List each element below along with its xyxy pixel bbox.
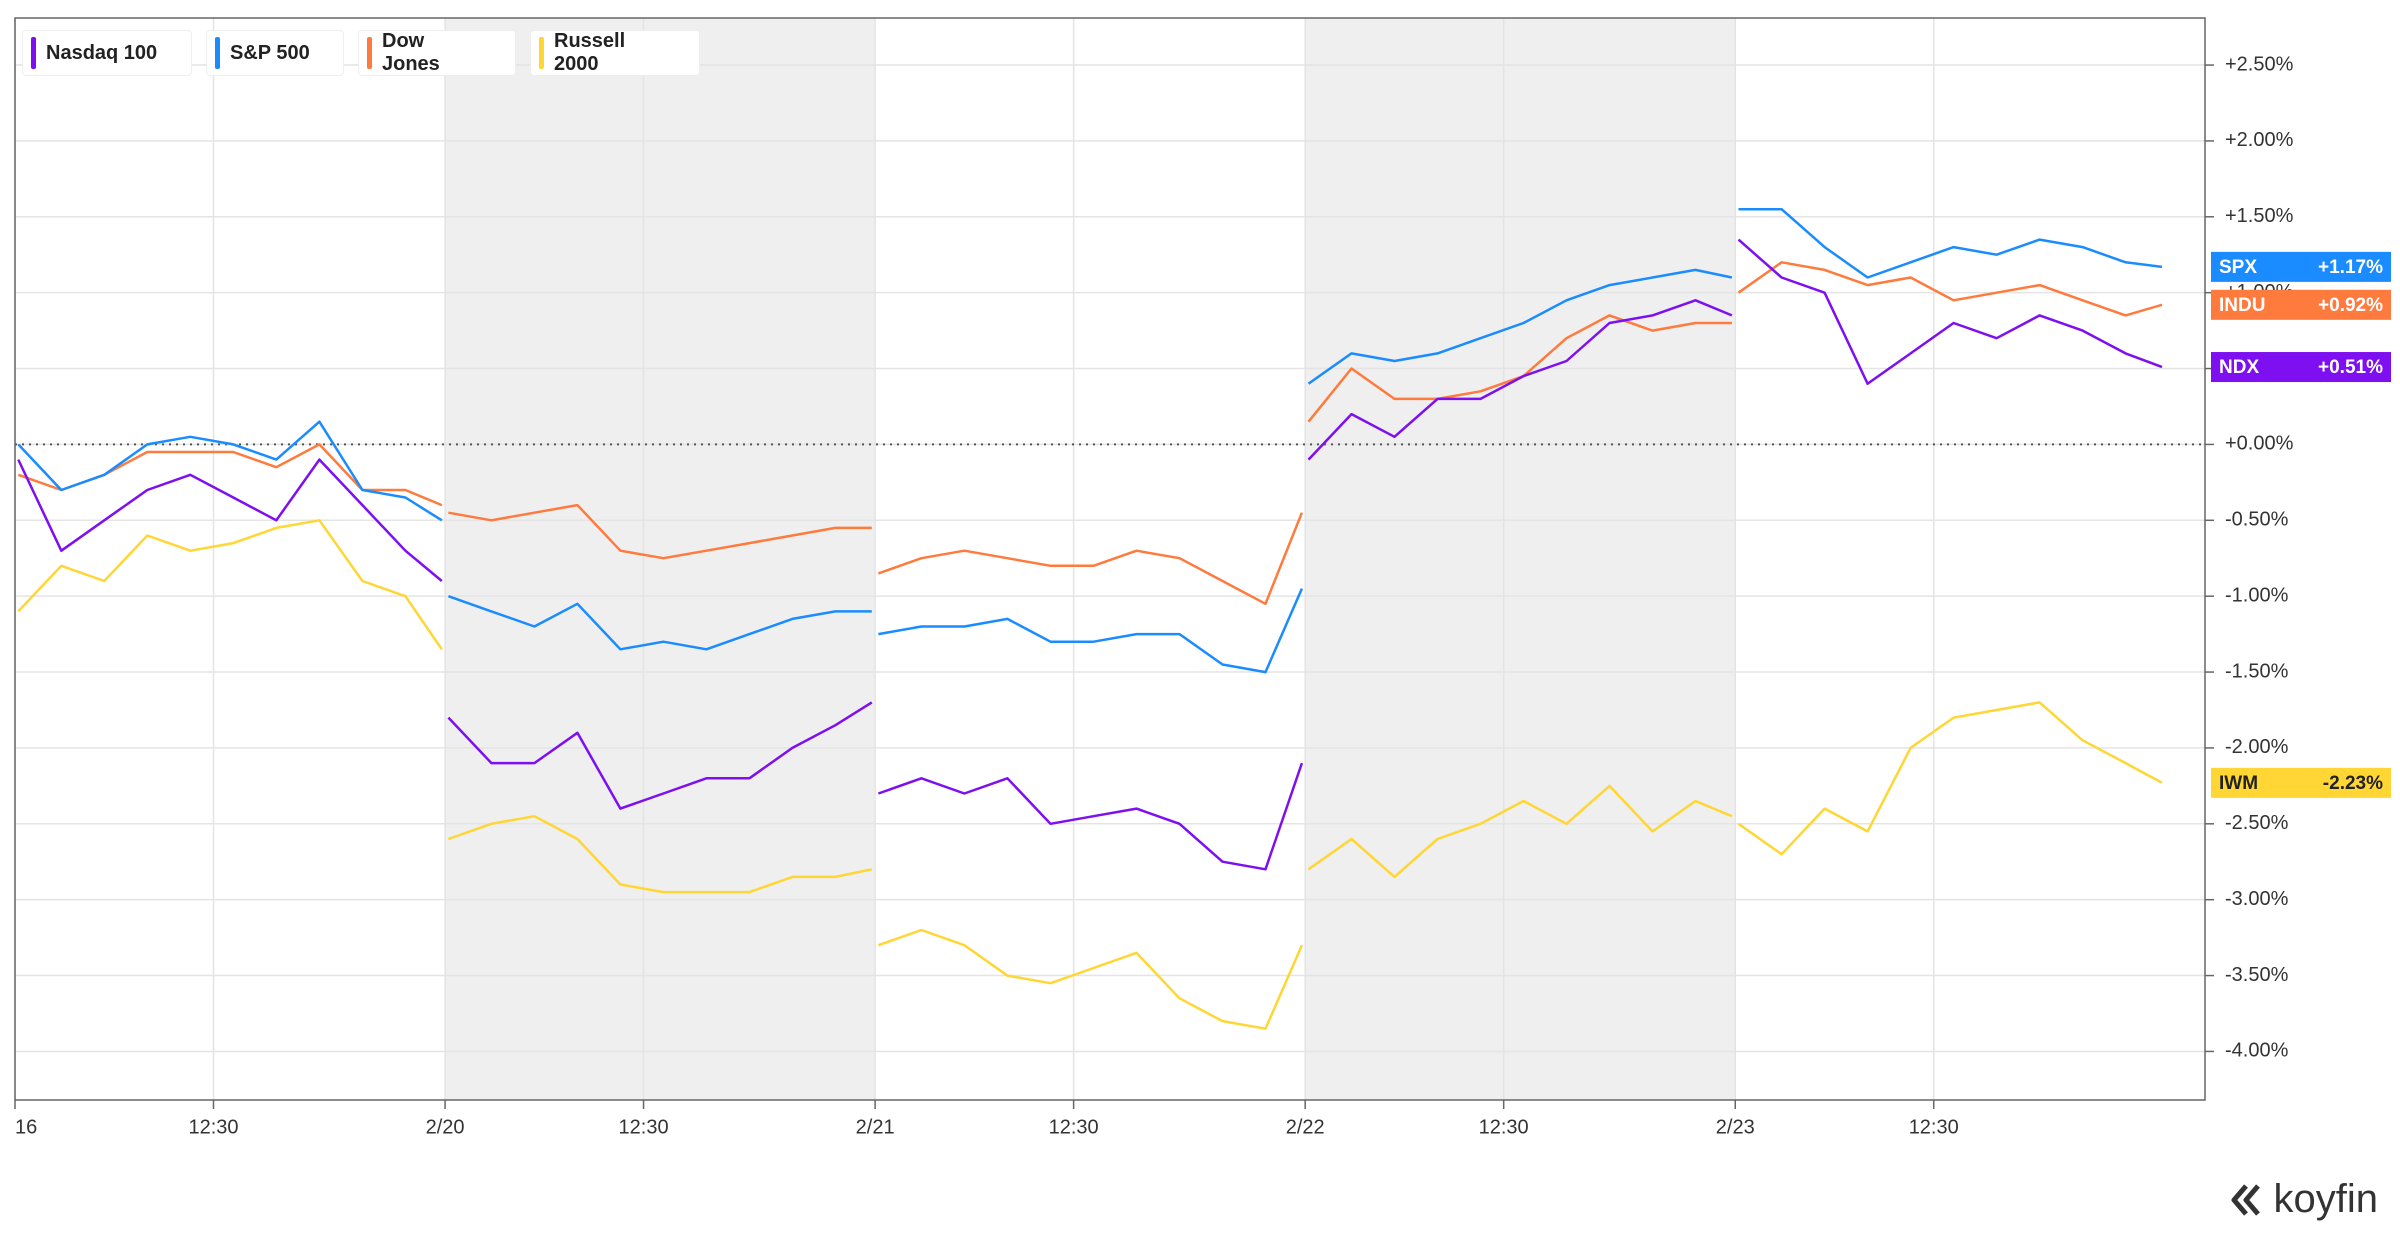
x-tick-label: 12:30 (619, 1116, 669, 1138)
end-tag-ticker: SPX (2219, 257, 2257, 278)
end-tag-ticker: IWM (2219, 773, 2258, 794)
legend-label: S&P 500 (230, 41, 310, 64)
end-tag-ticker: NDX (2219, 357, 2259, 378)
y-tick-label: -3.50% (2225, 964, 2289, 986)
end-tag: SPX +1.17% (2211, 251, 2391, 282)
legend-swatch (31, 37, 36, 69)
x-tick-label: 2/21 (856, 1116, 895, 1138)
x-tick-label: 2/20 (426, 1116, 465, 1138)
end-tag-value: +1.17% (2318, 257, 2383, 278)
legend-swatch (539, 37, 544, 69)
series-line (17, 261, 2163, 606)
series-line (17, 207, 2163, 674)
end-tag-box (2211, 352, 2391, 383)
y-tick-label: -2.00% (2225, 736, 2289, 758)
shaded-band (1305, 18, 1736, 1100)
legend-item[interactable]: Nasdaq 100 (22, 30, 192, 76)
y-tick-label: -1.00% (2225, 584, 2289, 606)
x-tick-label: 2/22 (1286, 1116, 1325, 1138)
logo: koyfin (2228, 1177, 2379, 1222)
end-tag-value: +0.51% (2318, 357, 2383, 378)
legend-label: Nasdaq 100 (46, 41, 158, 64)
logo-icon (2231, 1183, 2260, 1216)
logo-text: koyfin (2273, 1177, 2379, 1221)
end-tag-ticker: INDU (2219, 295, 2265, 316)
end-tag-box (2211, 767, 2391, 798)
x-tick-label: 12:30 (188, 1116, 238, 1138)
y-tick-label: +1.50% (2225, 205, 2294, 227)
legend-item[interactable]: S&P 500 (206, 30, 344, 76)
end-tag: IWM -2.23% (2211, 767, 2391, 798)
end-tag: INDU +0.92% (2211, 289, 2391, 320)
x-tick-label: 16 (15, 1116, 37, 1138)
end-tag-box (2211, 289, 2391, 320)
y-tick-label: -1.50% (2225, 660, 2289, 682)
series-line (17, 519, 2163, 1030)
end-tag-box (2211, 251, 2391, 282)
y-tick-label: -2.50% (2225, 812, 2289, 834)
y-tick-label: +2.50% (2225, 53, 2294, 75)
legend-swatch (215, 37, 220, 69)
x-tick-label: 12:30 (1049, 1116, 1099, 1138)
end-tag-value: -2.23% (2323, 773, 2383, 794)
end-tag: NDX +0.51% (2211, 352, 2391, 383)
legend-swatch (367, 37, 372, 69)
series-line (17, 238, 2163, 871)
legend-item[interactable]: Russell 2000 (530, 30, 700, 76)
y-tick-label: +0.00% (2225, 433, 2294, 455)
x-tick-label: 2/23 (1716, 1116, 1755, 1138)
legend-label: Dow Jones (382, 30, 440, 75)
plot-frame (14, 17, 2206, 1101)
y-tick-label: -4.00% (2225, 1040, 2289, 1062)
shaded-band (445, 18, 876, 1100)
y-tick-label: -3.00% (2225, 888, 2289, 910)
end-tag-value: +0.92% (2318, 295, 2383, 316)
y-tick-label: +2.00% (2225, 129, 2294, 151)
legend-item[interactable]: Dow Jones (358, 30, 516, 76)
legend: Nasdaq 100 S&P 500 Dow Jones Russell 2000 (22, 30, 700, 76)
x-tick-label: 12:30 (1479, 1116, 1529, 1138)
x-tick-label: 12:30 (1909, 1116, 1959, 1138)
y-tick-label: -0.50% (2225, 509, 2289, 531)
legend-label: Russell 2000 (554, 30, 626, 75)
